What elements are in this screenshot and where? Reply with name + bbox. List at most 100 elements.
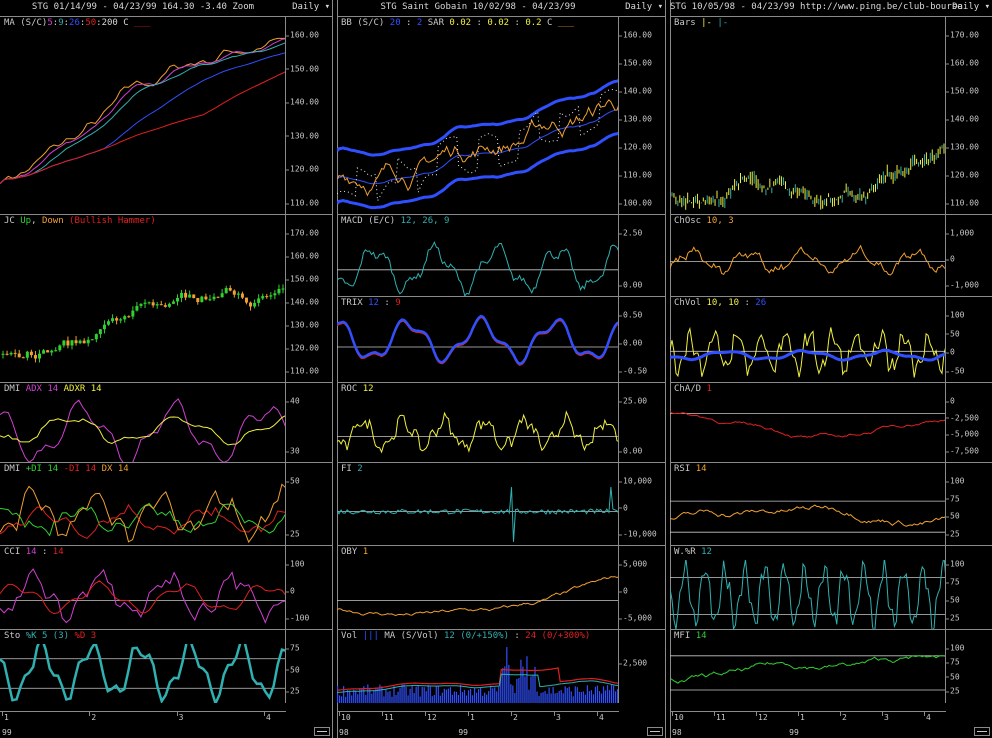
scroll-handle[interactable] [974, 727, 990, 736]
plot-area[interactable]: ChVol 10, 10 : 26 [670, 297, 946, 383]
indicator-label[interactable]: W.%R 12 [674, 547, 712, 557]
indicator-pane-chosc[interactable]: ChOsc 10, 3 1,000 0 -1,000 [670, 214, 992, 297]
indicator-label[interactable]: JC Up, Down (Bullish Hammer) [4, 216, 156, 226]
indicator-pane-oby[interactable]: OBY 1 5,000 0 -5,000 [337, 545, 665, 630]
plot-area[interactable]: Sto %K 5 (3) %D 3 [0, 630, 286, 703]
plot-area[interactable]: DMI ADX 14 ADXR 14 [0, 383, 286, 463]
indicator-label[interactable]: MA (S/C)5:9:26:50:200 C ___ [4, 18, 150, 28]
y-axis[interactable]: 100 0 -100 [284, 546, 332, 630]
y-axis[interactable]: 75 50 25 [285, 630, 332, 703]
indicator-pane-ma[interactable]: MA (S/C)5:9:26:50:200 C ___ 160.00 150.00 1… [0, 16, 332, 215]
indicator-label[interactable]: DMI +DI 14 -DI 14 DX 14 [4, 464, 129, 474]
volume-bar [355, 690, 357, 703]
y-axis[interactable]: 160.00 150.00 140.00 130.00 120.00 110.00 [285, 17, 332, 215]
indicator-label[interactable]: CCI 14 : 14 [4, 547, 64, 557]
indicator-label[interactable]: FI 2 [341, 464, 363, 474]
y-axis[interactable]: 100 75 50 25 [944, 630, 992, 703]
x-axis[interactable]: 10 11 12 1 2 3 4 [670, 711, 946, 724]
indicator-label[interactable]: Sto %K 5 (3) %D 3 [4, 631, 96, 641]
period-dropdown[interactable]: Daily [292, 2, 330, 12]
plot-area[interactable]: TRIX 12 : 9 [337, 297, 619, 383]
y-axis[interactable]: 40 30 [285, 383, 332, 463]
indicator-label[interactable]: ChA/D 1 [674, 384, 712, 394]
indicator-pane-vol[interactable]: Vol ||| MA (S/Vol) 12 (0/+150%) : 24 (0/… [337, 629, 665, 703]
y-axis[interactable]: 100 75 50 25 [944, 546, 992, 630]
y-axis[interactable]: 170.00 160.00 150.00 140.00 130.00 120.00 110.… [285, 215, 332, 383]
y-axis[interactable]: 2,500 [617, 630, 665, 703]
plot-area[interactable]: Bars |- |- [670, 17, 946, 215]
plot-area[interactable]: DMI +DI 14 -DI 14 DX 14 [0, 463, 286, 546]
indicator-label[interactable]: DMI ADX 14 ADXR 14 [4, 384, 102, 394]
y-axis[interactable]: 0.50 0.00 -0.50 [617, 297, 665, 383]
plot-area[interactable]: RSI 14 [670, 463, 946, 546]
y-axis[interactable]: 160.00 150.00 140.00 130.00 120.00 110.00 100.… [618, 17, 665, 215]
candle-body [204, 296, 208, 300]
scroll-handle[interactable] [314, 727, 330, 736]
indicator-pane-jc[interactable]: JC Up, Down (Bullish Hammer) 170.00 160.00… [0, 214, 332, 383]
y-axis[interactable]: 170.00 160.00 150.00 140.00 130.00 120.00 110.… [945, 17, 992, 215]
column-separator[interactable] [665, 0, 671, 738]
indicator-pane-bb[interactable]: BB (S/C) 20 : 2 SAR 0.02 : 0.02 : 0.2 C … [337, 16, 665, 215]
plot-area[interactable]: MA (S/C)5:9:26:50:200 C ___ [0, 17, 286, 215]
plot-area[interactable]: BB (S/C) 20 : 2 SAR 0.02 : 0.02 : 0.2 C … [337, 17, 619, 215]
indicator-pane-fi[interactable]: FI 2 10,000 0 -10,000 [337, 462, 665, 546]
y-tick-label: 170.00 [945, 30, 979, 40]
indicator-pane-sto[interactable]: Sto %K 5 (3) %D 3 75 50 25 [0, 629, 332, 703]
y-axis[interactable]: 5,000 0 -5,000 [617, 546, 665, 630]
y-axis[interactable]: 25.00 0.00 [617, 383, 665, 463]
plot-area[interactable]: ROC 12 [337, 383, 619, 463]
candle-body [212, 296, 216, 300]
y-tick-label: 0 [945, 396, 955, 406]
plot-area[interactable]: FI 2 [337, 463, 619, 546]
y-axis[interactable]: 0 -2,500 -5,000 -7,500 [945, 383, 992, 463]
candle-body [208, 299, 212, 301]
indicator-label[interactable]: ROC 12 [341, 384, 374, 394]
indicator-label[interactable]: RSI 14 [674, 464, 707, 474]
chart-title: STG 01/14/99 - 04/23/99 164.30 -3.40 Zoo… [31, 2, 255, 12]
y-axis[interactable]: 50 25 [285, 463, 332, 546]
indicator-pane-wr[interactable]: W.%R 12 100 75 50 25 [670, 545, 992, 630]
indicator-pane-bars[interactable]: Bars |- |- 170.00 160.00 150.00 140.00 130.00… [670, 16, 992, 215]
y-axis[interactable]: 10,000 0 -10,000 [618, 463, 665, 546]
candle-body [143, 302, 147, 304]
indicator-pane-chad[interactable]: ChA/D 1 0 -2,500 -5,000 -7,500 [670, 382, 992, 463]
plot-area[interactable]: MFI 14 [670, 630, 946, 703]
indicator-label[interactable]: TRIX 12 : 9 [341, 298, 401, 308]
plot-area[interactable]: Vol ||| MA (S/Vol) 12 (0/+150%) : 24 (0/… [337, 630, 619, 703]
indicator-label[interactable]: BB (S/C) 20 : 2 SAR 0.02 : 0.02 : 0.2 C … [341, 18, 574, 28]
y-axis[interactable]: 2.50 0.00 [617, 215, 665, 297]
indicator-label[interactable]: Vol ||| MA (S/Vol) 12 (0/+150%) : 24 (0/… [341, 631, 590, 641]
y-axis[interactable]: 1,000 0 -1,000 [944, 215, 992, 297]
period-dropdown[interactable]: Daily [952, 2, 990, 12]
indicator-label[interactable]: OBY 1 [341, 547, 368, 557]
plot-area[interactable]: OBY 1 [337, 546, 619, 630]
indicator-pane-chvol[interactable]: ChVol 10, 10 : 26 100 50 0 -50 [670, 296, 992, 383]
indicator-pane-cci[interactable]: CCI 14 : 14 100 0 -100 [0, 545, 332, 630]
plot-area[interactable]: ChA/D 1 [670, 383, 946, 463]
indicator-pane-mfi[interactable]: MFI 14 100 75 50 25 [670, 629, 992, 703]
indicator-pane-trix[interactable]: TRIX 12 : 9 0.50 0.00 -0.50 [337, 296, 665, 383]
indicator-pane-macd[interactable]: MACD (E/C) 12, 26, 9 2.50 0.00 [337, 214, 665, 297]
indicator-label[interactable]: Bars |- |- [674, 18, 728, 28]
indicator-pane-dmi2[interactable]: DMI +DI 14 -DI 14 DX 14 50 25 [0, 462, 332, 546]
plot-area[interactable]: JC Up, Down (Bullish Hammer) [0, 215, 286, 383]
plot-area[interactable]: MACD (E/C) 12, 26, 9 [337, 215, 619, 297]
indicator-pane-rsi[interactable]: RSI 14 100 75 50 25 [670, 462, 992, 546]
x-axis[interactable]: 10 11 12 1 2 3 4 [337, 711, 619, 724]
column-separator[interactable] [332, 0, 338, 738]
indicator-label[interactable]: MACD (E/C) 12, 26, 9 [341, 216, 449, 226]
plot-area[interactable]: ChOsc 10, 3 [670, 215, 946, 297]
indicator-pane-dmi1[interactable]: DMI ADX 14 ADXR 14 40 30 [0, 382, 332, 463]
x-axis[interactable]: 1 2 3 4 [0, 711, 286, 724]
candle-body [78, 340, 82, 344]
indicator-label[interactable]: ChOsc 10, 3 [674, 216, 734, 226]
indicator-pane-roc[interactable]: ROC 12 25.00 0.00 [337, 382, 665, 463]
indicator-label[interactable]: ChVol 10, 10 : 26 [674, 298, 766, 308]
y-axis[interactable]: 100 50 0 -50 [944, 297, 992, 383]
scroll-handle[interactable] [647, 727, 663, 736]
plot-area[interactable]: W.%R 12 [670, 546, 946, 630]
plot-area[interactable]: CCI 14 : 14 [0, 546, 286, 630]
indicator-label[interactable]: MFI 14 [674, 631, 707, 641]
y-axis[interactable]: 100 75 50 25 [944, 463, 992, 546]
period-dropdown[interactable]: Daily [625, 2, 663, 12]
